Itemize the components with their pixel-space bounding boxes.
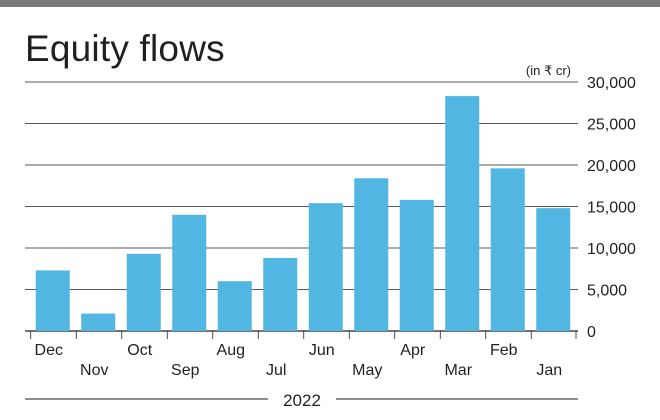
y-tick-label: 30,000 [587, 75, 636, 92]
x-tick-label: Dec [35, 342, 63, 359]
bar-jul [263, 257, 298, 331]
bar-oct [126, 253, 161, 331]
chart-title: Equity flows [25, 28, 225, 69]
y-tick-label: 5,000 [587, 283, 627, 300]
y-tick-label: 20,000 [587, 158, 636, 175]
year-axis: 2022 [25, 391, 578, 410]
y-tick-label: 25,000 [587, 117, 636, 134]
bar-apr [399, 199, 434, 331]
x-tick-label: Aug [217, 342, 245, 359]
x-tick-label: Jan [536, 362, 562, 379]
bar-nov [81, 313, 116, 331]
x-tick-label: Mar [444, 362, 472, 379]
year-label: 2022 [283, 391, 321, 410]
bars [35, 96, 571, 331]
unit-label: (in ₹ cr) [526, 63, 571, 78]
y-tick-label: 10,000 [587, 241, 636, 258]
bar-sep [172, 214, 207, 331]
x-tick-label: Feb [490, 342, 518, 359]
x-tick-label: Apr [400, 342, 426, 359]
top-band [0, 0, 660, 7]
x-tick-label: Nov [80, 362, 108, 379]
bar-mar [445, 96, 480, 331]
bar-dec [35, 270, 70, 331]
bar-may [354, 178, 389, 331]
bar-jun [308, 203, 343, 331]
x-tick-label: May [352, 362, 382, 379]
x-tick-label: Oct [127, 342, 152, 359]
y-tick-label: 15,000 [587, 200, 636, 217]
x-tick-label: Jul [266, 362, 286, 379]
x-tick-labels: Dec Nov Oct Sep Aug Jul Jun May Apr Mar Feb Jan [30, 331, 577, 379]
bar-feb [490, 168, 525, 331]
x-tick-label: Sep [171, 362, 200, 379]
x-tick-label: Jun [309, 342, 335, 359]
bar-aug [217, 281, 252, 331]
y-tick-labels: 30,000 25,000 20,000 15,000 10,000 5,000 0 [587, 75, 636, 341]
bar-jan [536, 208, 571, 331]
y-tick-label: 0 [587, 324, 596, 341]
